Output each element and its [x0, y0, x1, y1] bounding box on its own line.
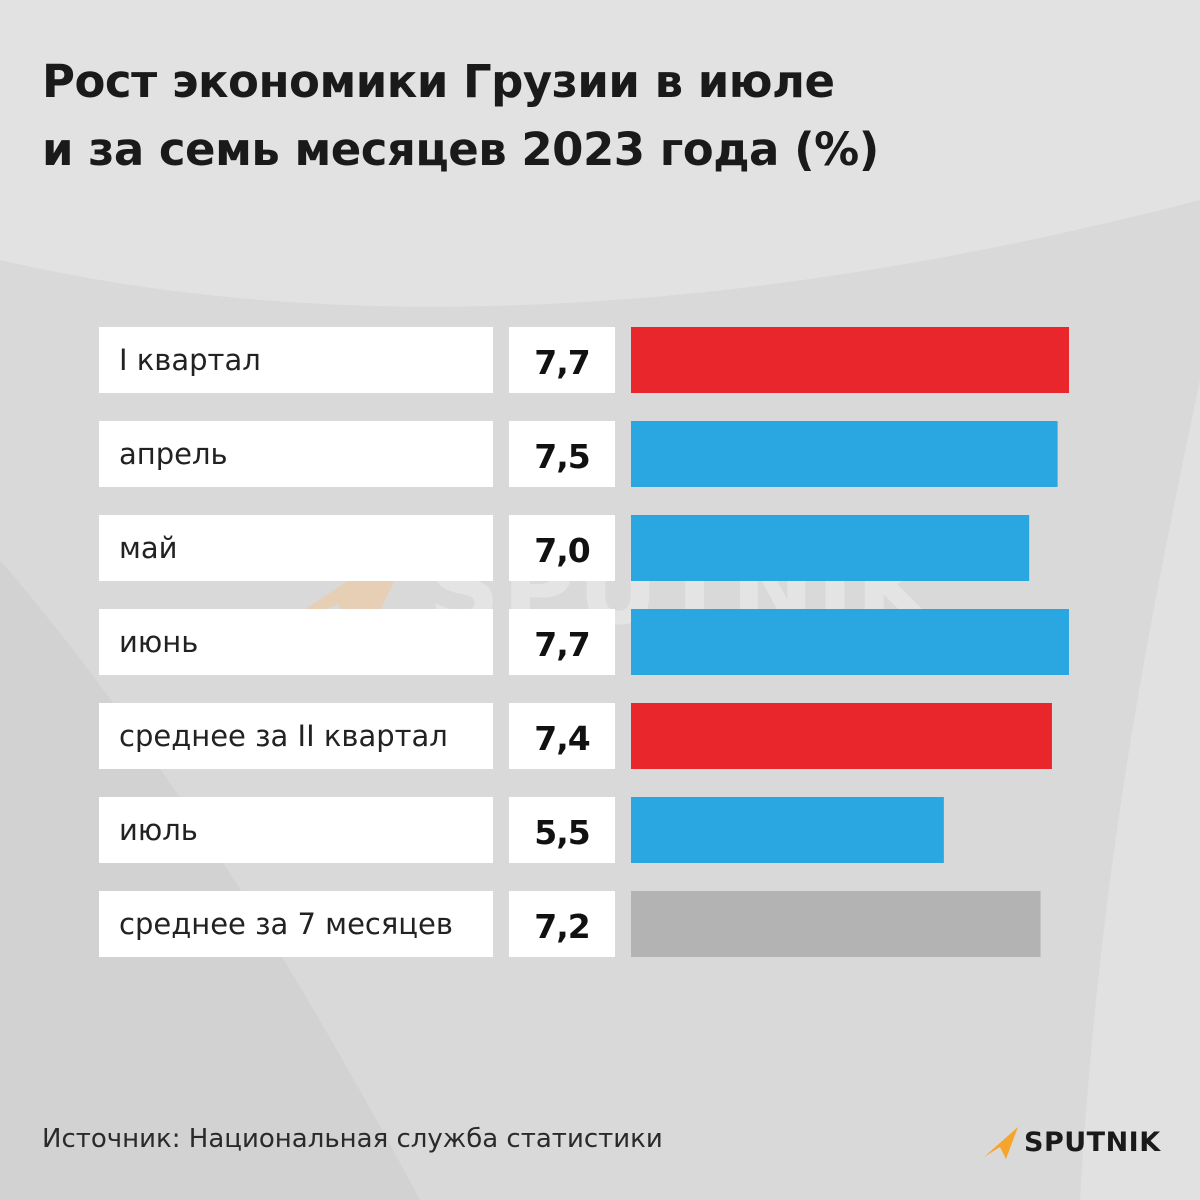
value-label: 7,2: [534, 907, 589, 946]
value-label-box: [509, 797, 615, 863]
category-label: июль: [119, 813, 198, 847]
brand-logo-text: SPUTNIK: [1024, 1126, 1161, 1158]
background-swoosh-top: [0, 0, 1200, 307]
value-label: 7,7: [534, 343, 589, 382]
category-label-box: [99, 703, 493, 769]
brand-logo: SPUTNIK: [984, 1122, 1161, 1162]
chart-title-line-2: и за семь месяцев 2023 года (%): [42, 123, 879, 176]
bar: [631, 703, 1052, 769]
chart-title-line-1: Рост экономики Грузии в июле: [42, 55, 835, 108]
bar: [631, 609, 1069, 675]
background-swoosh-right: [1080, 380, 1200, 1200]
value-label-box: [509, 891, 615, 957]
bar-row: среднее за II квартал 7,4: [99, 703, 1052, 769]
category-label: май: [119, 531, 178, 565]
bar-row: июль 5,5: [99, 797, 944, 863]
category-label-box: [99, 421, 493, 487]
category-label: июнь: [119, 625, 198, 659]
bar: [631, 421, 1058, 487]
value-label: 7,0: [534, 531, 589, 570]
source-note: Источник: Национальная служба статистики: [42, 1124, 663, 1154]
value-label: 7,5: [534, 437, 589, 476]
value-label-box: [509, 609, 615, 675]
bar-row: апрель 7,5: [99, 421, 1058, 487]
chart-title: Рост экономики Грузии в июле и за семь м…: [42, 48, 1142, 184]
category-label-box: [99, 609, 493, 675]
bar: [631, 891, 1041, 957]
category-label-box: [99, 891, 493, 957]
value-label: 5,5: [534, 813, 589, 852]
bar: [631, 797, 944, 863]
value-label: 7,7: [534, 625, 589, 664]
value-label: 7,4: [534, 719, 589, 758]
bar-row: июнь 7,7: [99, 609, 1069, 675]
category-label: апрель: [119, 437, 228, 471]
category-label-box: [99, 327, 493, 393]
bar-row: среднее за 7 месяцев 7,2: [99, 891, 1041, 957]
value-label-box: [509, 703, 615, 769]
category-label: среднее за II квартал: [119, 719, 448, 753]
value-label-box: [509, 421, 615, 487]
bar-row: I квартал 7,7: [99, 327, 1069, 393]
category-label-box: [99, 797, 493, 863]
category-label: среднее за 7 месяцев: [119, 907, 453, 941]
bar: [631, 327, 1069, 393]
value-label-box: [509, 515, 615, 581]
value-label-box: [509, 327, 615, 393]
bar: [631, 515, 1030, 581]
category-label-box: [99, 515, 493, 581]
category-label: I квартал: [119, 343, 261, 377]
sputnik-arrow-icon: [984, 1127, 1018, 1159]
bar-row: май 7,0: [99, 515, 1030, 581]
